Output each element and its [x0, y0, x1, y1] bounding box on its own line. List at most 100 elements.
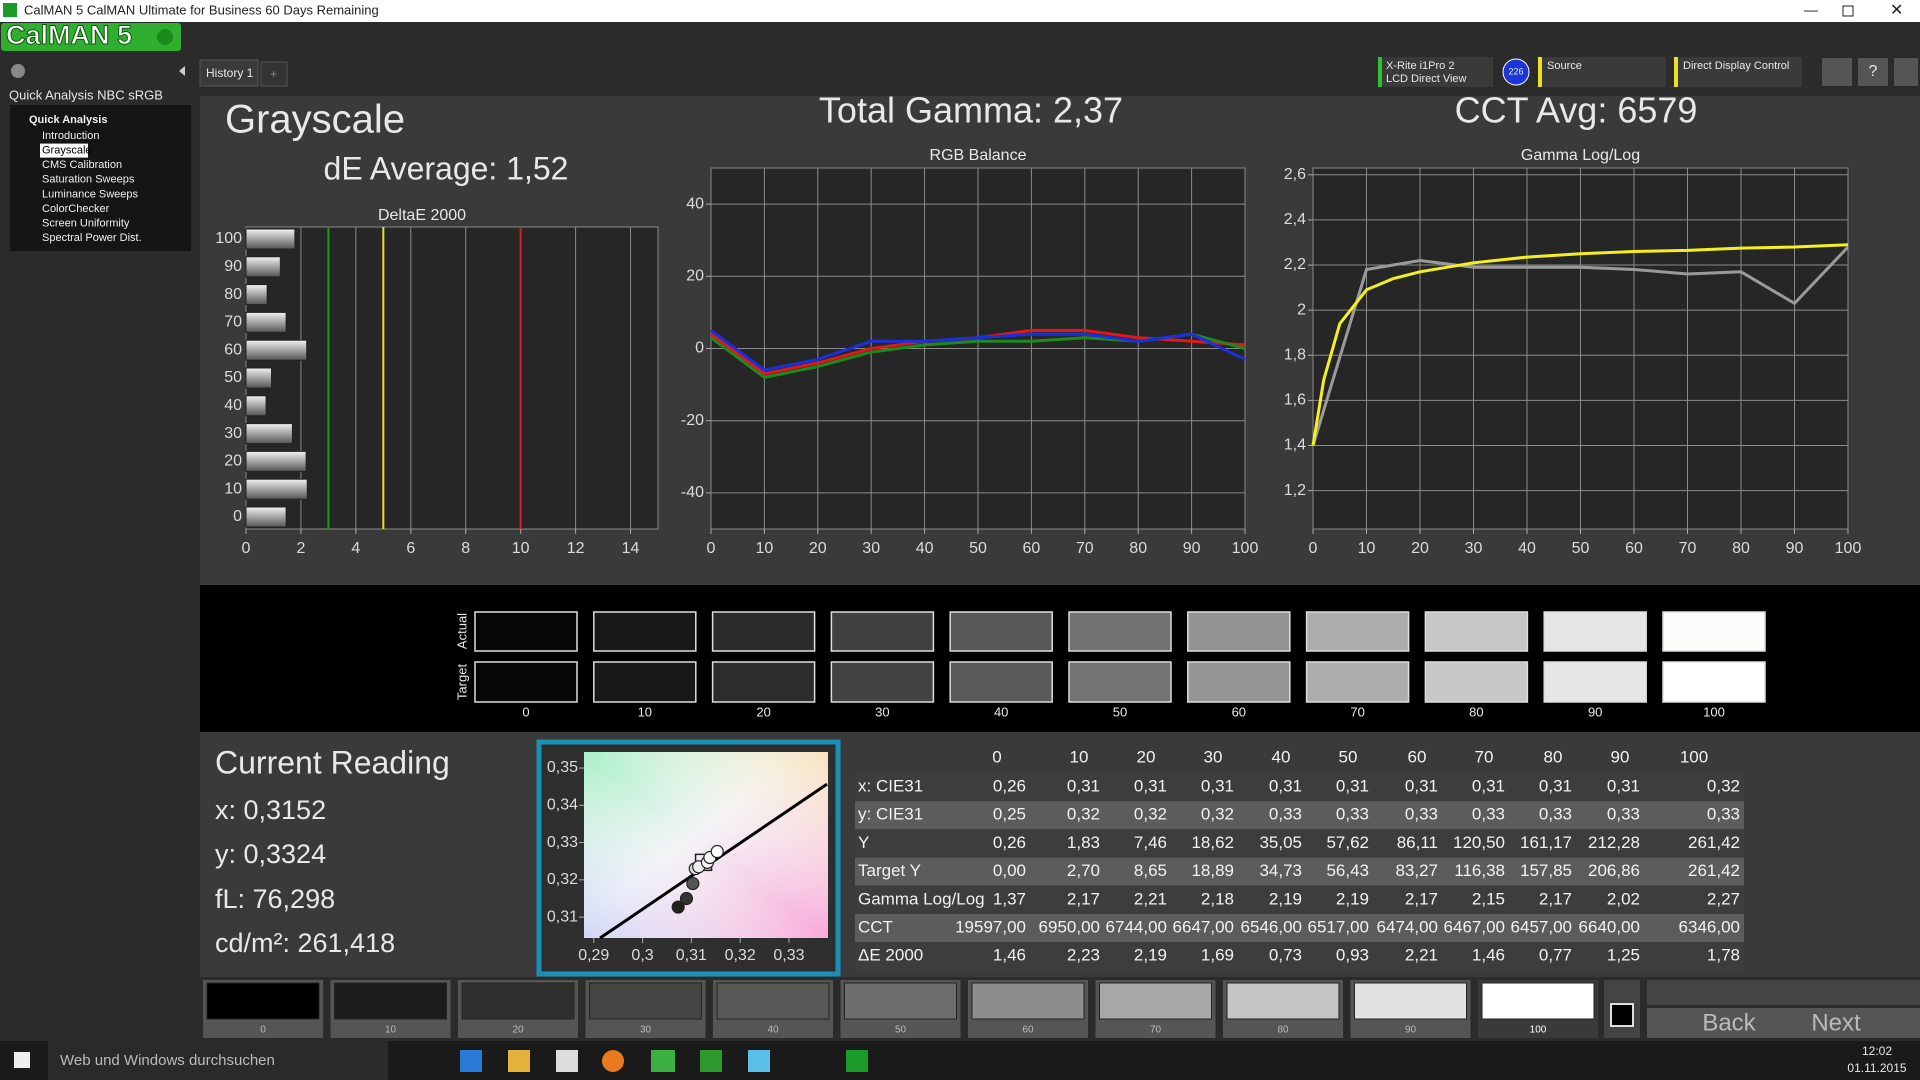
y-tick-label: 2,6 [1284, 166, 1306, 183]
source-select[interactable] [1538, 57, 1666, 87]
x-tick-label: 10 [512, 540, 530, 557]
patch-color [1226, 982, 1340, 1020]
display-select[interactable] [1674, 57, 1802, 87]
start-button[interactable] [14, 1052, 30, 1068]
table-cell: 2,17 [1067, 889, 1100, 908]
taskbar-app[interactable] [700, 1050, 722, 1072]
table-cell: 2,18 [1201, 889, 1234, 908]
table-row [855, 773, 1744, 801]
table-row [855, 914, 1744, 942]
swatch-label: 20 [756, 704, 770, 719]
x-tick-label: 30 [862, 540, 880, 557]
patch-color [844, 982, 957, 1020]
history-tab[interactable] [199, 59, 259, 87]
meter-name: X-Rite i1Pro 2 [1386, 60, 1454, 72]
measured-point [686, 876, 700, 891]
table-cell: 35,05 [1259, 833, 1302, 852]
back-button[interactable]: Back [1702, 1009, 1756, 1036]
y-tick-label: 0,34 [547, 797, 578, 814]
table-cell: 0,31 [1201, 776, 1234, 795]
actual-swatch [474, 611, 578, 652]
meter-badge[interactable] [1502, 58, 1530, 86]
table-cell: 6950,00 [1039, 917, 1100, 936]
target-swatch [711, 661, 816, 703]
table-cell: 0,33 [1472, 805, 1505, 824]
table-cell: 0,32 [1707, 776, 1740, 795]
tree-group[interactable]: Quick Analysis [29, 114, 107, 126]
table-cell: 1,78 [1707, 946, 1740, 965]
table-cell: 6647,00 [1173, 917, 1234, 936]
x-tick-label: 0,29 [578, 947, 609, 964]
workflow-name: Quick Analysis NBC sRGB [9, 87, 163, 102]
swatch-label: 10 [638, 704, 652, 719]
bar [245, 339, 308, 361]
sidebar-collapse[interactable] [179, 66, 185, 76]
x-tick-label: 14 [622, 540, 640, 557]
reading-x: x: 0,3152 [215, 795, 326, 825]
taskbar-app[interactable] [508, 1050, 530, 1072]
table-cell: 2,23 [1067, 946, 1100, 965]
meter-select[interactable] [1378, 57, 1493, 87]
taskbar-app[interactable] [651, 1050, 675, 1072]
tree-item[interactable]: Grayscale [42, 145, 92, 157]
table-row [855, 829, 1744, 858]
table-cell: 57,62 [1326, 833, 1369, 852]
settings-button[interactable] [1822, 58, 1852, 86]
search-box[interactable] [48, 1041, 388, 1080]
table-cell: 0,73 [1269, 946, 1302, 965]
tree-item[interactable]: CMS Calibration [42, 159, 122, 171]
target-swatch [830, 661, 935, 703]
add-tab[interactable] [260, 61, 288, 87]
taskbar-app[interactable] [556, 1050, 578, 1072]
row-label: Target [454, 664, 469, 701]
y-tick-label: 10 [224, 480, 242, 497]
bar [245, 228, 296, 250]
table-cell: 1,46 [993, 946, 1026, 965]
taskbar-app[interactable] [748, 1050, 770, 1072]
y-tick-label: 0,35 [547, 759, 578, 776]
logo[interactable] [1, 23, 181, 51]
table-cell: 161,17 [1520, 833, 1572, 852]
measure-icon [1610, 1003, 1634, 1027]
table-cell: 0,31 [1067, 776, 1100, 795]
target-swatch [1424, 661, 1529, 703]
taskbar-app[interactable] [602, 1050, 624, 1072]
table-cell: 6744,00 [1106, 917, 1167, 936]
table-cell: 1,69 [1201, 946, 1234, 965]
y-tick-label: 20 [224, 453, 242, 470]
actual-swatch [1187, 611, 1291, 652]
taskbar-app[interactable] [460, 1050, 482, 1072]
table-cell: 18,89 [1191, 861, 1234, 880]
logo-menu[interactable] [157, 29, 173, 45]
tree-item[interactable]: Screen Uniformity [42, 218, 130, 230]
x-tick-label: 40 [916, 540, 934, 557]
taskbar-app[interactable] [846, 1050, 868, 1072]
tree-item[interactable]: Luminance Sweeps [42, 188, 139, 200]
y-tick-label: 0,32 [547, 871, 578, 888]
table-cell: 2,02 [1607, 889, 1640, 908]
y-tick-label: 1,2 [1284, 482, 1306, 499]
tree-item[interactable]: Introduction [42, 130, 99, 142]
maximize-button[interactable] [1842, 5, 1854, 17]
reading-title: Current Reading [215, 744, 450, 780]
target-swatch [1187, 661, 1291, 703]
table-row [855, 857, 1744, 886]
help-button[interactable] [1858, 58, 1888, 86]
table-cell: 212,28 [1588, 833, 1640, 852]
tree-item[interactable]: ColorChecker [42, 203, 110, 215]
sidebar-tree [10, 105, 191, 251]
close-button[interactable]: ✕ [1890, 2, 1903, 19]
patch-color [206, 982, 320, 1020]
next-button[interactable]: Next [1811, 1009, 1861, 1036]
meter-status [1378, 57, 1382, 87]
panel-toggle[interactable] [1894, 58, 1918, 86]
display-status [1674, 57, 1678, 87]
table-cell: 2,19 [1336, 889, 1369, 908]
minimize-button[interactable]: — [1804, 2, 1818, 18]
tree-item[interactable]: Saturation Sweeps [42, 174, 135, 186]
table-row [855, 885, 1744, 914]
sidebar-pin[interactable] [11, 64, 25, 78]
source-status [1538, 57, 1542, 87]
tree-item[interactable]: Spectral Power Dist. [42, 232, 142, 244]
actual-swatch [593, 611, 697, 652]
